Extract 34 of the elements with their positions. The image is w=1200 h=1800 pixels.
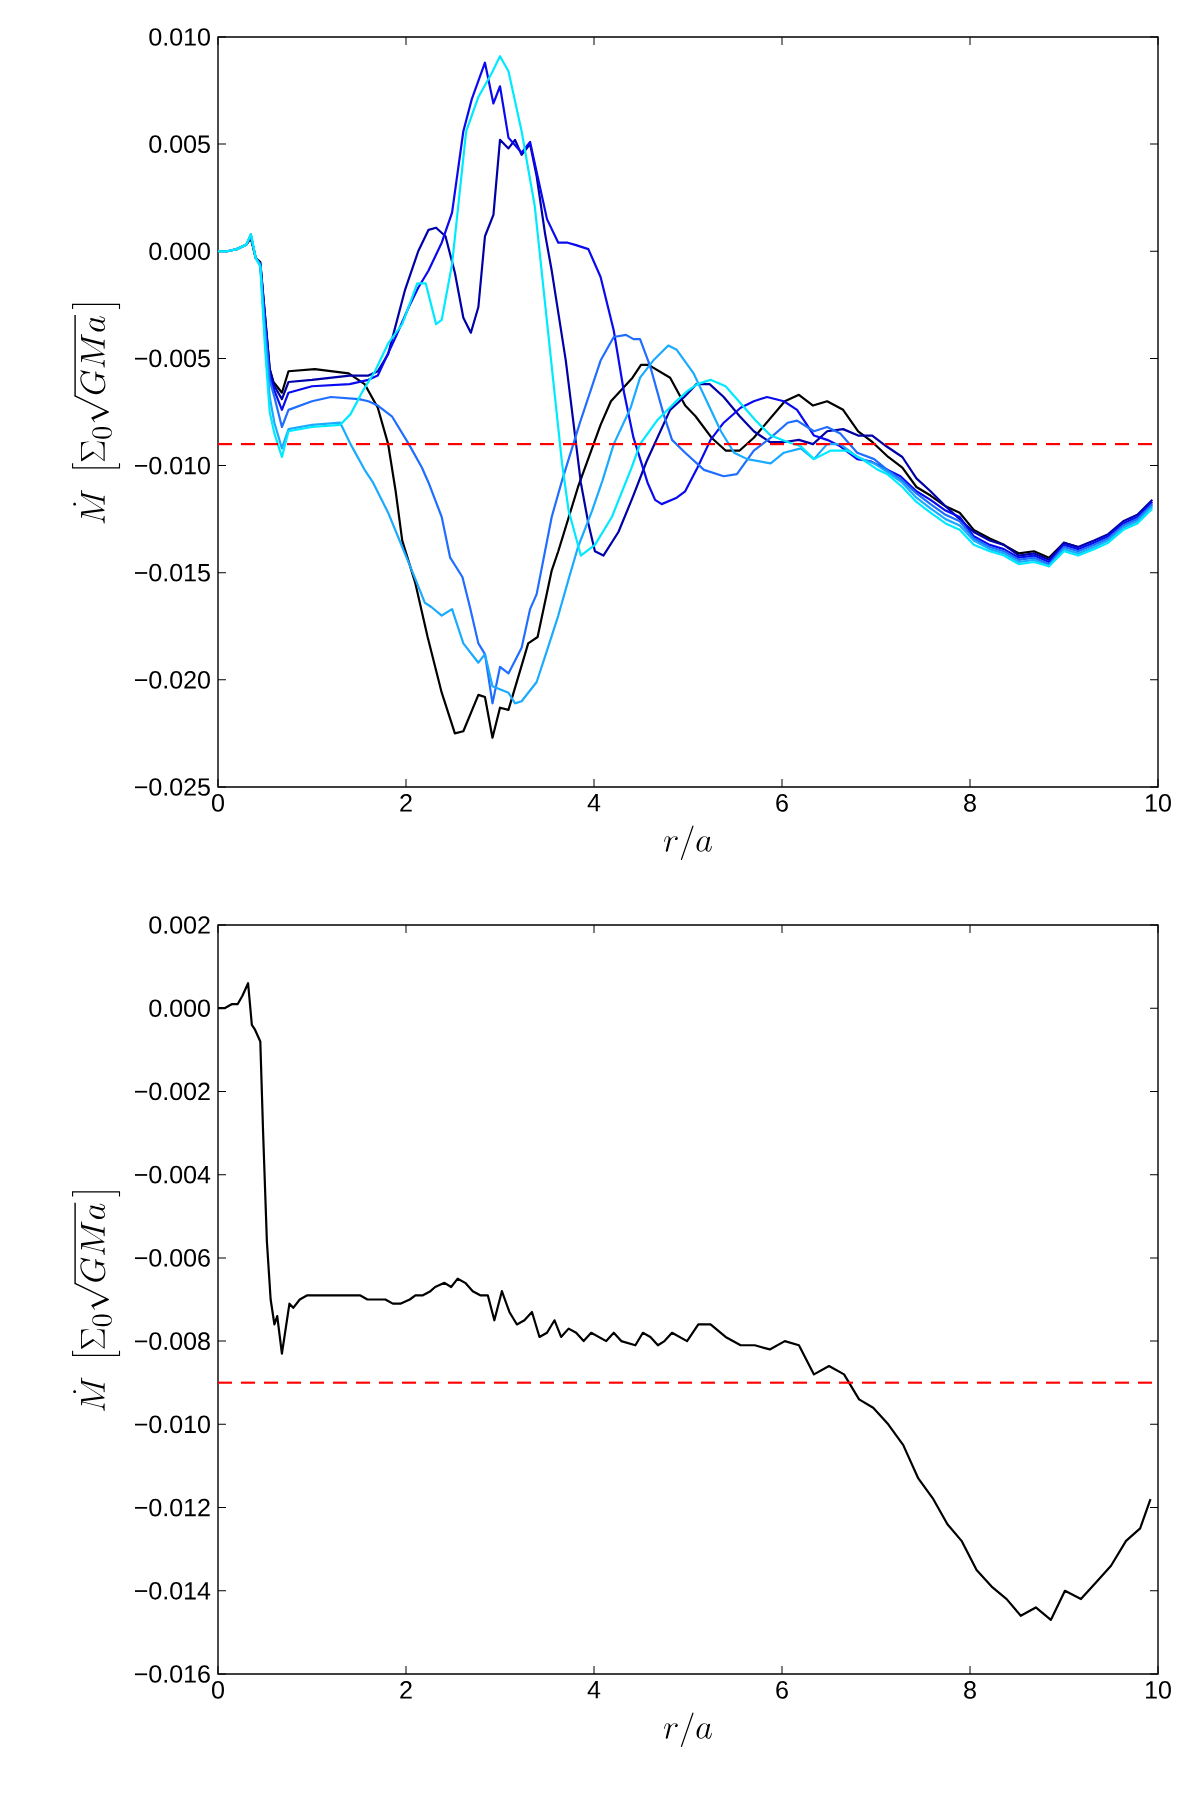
y-tick-label: −0.010 xyxy=(135,456,210,475)
y-tick-label: 0.000 xyxy=(149,242,210,261)
x-tick-label: 8 xyxy=(964,794,976,812)
x-axis-title: $r/a$ xyxy=(664,825,712,860)
x-axis-title: $r/a$ xyxy=(664,1712,712,1747)
x-tick-label: 2 xyxy=(400,1681,412,1699)
y-tick-label: −0.015 xyxy=(135,563,210,582)
x-tick-label: 0 xyxy=(212,1681,224,1699)
y-tick-label: −0.005 xyxy=(135,349,210,368)
y-tick-label: −0.010 xyxy=(135,1415,210,1434)
x-tick-label: 10 xyxy=(1146,794,1171,812)
x-tick-label: 4 xyxy=(587,1681,601,1699)
y-tick-label: −0.006 xyxy=(135,1249,210,1267)
y-tick-label: −0.012 xyxy=(135,1498,210,1517)
y-tick-label: 0.002 xyxy=(149,916,210,934)
y-axis-title: $\dot{M}\;\left[\Sigma_0\sqrt{GMa}\,\right]$ xyxy=(72,303,121,524)
x-tick-label: 10 xyxy=(1146,1681,1171,1699)
x-tick-label: 4 xyxy=(587,794,601,812)
y-tick-label: 0.005 xyxy=(149,135,210,153)
y-tick-label: −0.016 xyxy=(135,1665,210,1683)
y-axis-title: $\dot{M}\;\left[\Sigma_0\sqrt{GMa}\,\right]$ xyxy=(72,1191,121,1411)
y-tick-label: −0.008 xyxy=(135,1332,210,1350)
y-tick-label: −0.020 xyxy=(135,671,210,689)
y-tick-label: −0.002 xyxy=(135,1082,210,1101)
y-tick-label: 0.000 xyxy=(149,999,210,1018)
x-tick-label: 8 xyxy=(964,1681,976,1699)
y-tick-label: −0.004 xyxy=(135,1165,211,1184)
x-tick-label: 6 xyxy=(776,794,788,812)
y-tick-label: −0.025 xyxy=(135,778,210,796)
y-tick-label: −0.014 xyxy=(135,1581,211,1600)
x-tick-label: 0 xyxy=(212,794,224,812)
x-tick-label: 6 xyxy=(776,1681,788,1699)
y-tick-label: 0.010 xyxy=(149,28,210,46)
x-tick-label: 2 xyxy=(400,794,412,812)
